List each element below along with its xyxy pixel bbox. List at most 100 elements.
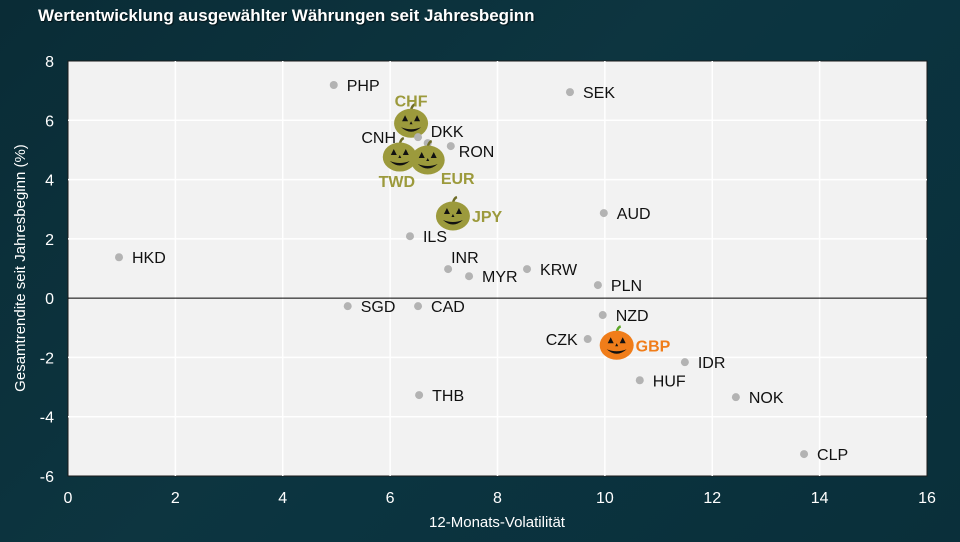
data-point-eur: EUR (410, 139, 475, 188)
data-point-myr: MYR (465, 269, 518, 286)
point-marker (405, 232, 414, 241)
data-point-ron: RON (446, 142, 494, 161)
point-label: CAD (431, 299, 465, 316)
point-marker (593, 281, 602, 290)
data-point-ils: ILS (405, 229, 447, 246)
point-marker (329, 81, 338, 90)
point-marker (343, 302, 352, 311)
point-marker (731, 393, 740, 402)
pumpkin-icon (382, 136, 417, 172)
point-marker (523, 265, 532, 274)
point-marker (800, 450, 809, 459)
point-label: CHF (395, 93, 428, 110)
data-point-nzd: NZD (598, 308, 649, 325)
y-tick-label: 2 (45, 232, 54, 249)
y-tick-label: 6 (45, 113, 54, 130)
data-point-idr: IDR (680, 355, 726, 372)
y-axis-ticks: -6 -4 -2 0 2 4 6 8 (40, 54, 54, 486)
pumpkin-nose (409, 121, 413, 125)
data-point-clp: CLP (800, 447, 848, 464)
pumpkin-nose (426, 158, 430, 162)
y-axis-title: Gesamtrendite seit Jahresbeginn (%) (12, 144, 29, 392)
y-tick-label: -4 (40, 410, 54, 427)
pumpkin-eye (402, 115, 409, 122)
pumpkin-mouth (442, 220, 463, 225)
x-tick-label: 2 (171, 490, 180, 507)
point-marker (565, 88, 574, 97)
point-label: PLN (611, 278, 642, 295)
point-label: HUF (653, 373, 686, 390)
data-point-pln: PLN (593, 278, 642, 295)
point-label: ILS (423, 229, 447, 246)
y-tick-label: 8 (45, 54, 54, 71)
point-label: MYR (482, 269, 518, 286)
x-axis-ticks: 0 2 4 6 8 10 12 14 16 (64, 490, 936, 507)
data-point-gbp: GBP (599, 325, 671, 360)
x-tick-label: 14 (811, 490, 829, 507)
point-label: IDR (698, 355, 726, 372)
data-point-aud: AUD (599, 206, 651, 223)
pumpkin-eye (455, 208, 462, 215)
data-point-twd: TWD (379, 136, 417, 191)
pumpkin-eye (390, 149, 397, 156)
point-label: CNH (361, 130, 396, 147)
data-point-huf: HUF (635, 373, 686, 390)
pumpkin-icon (435, 195, 470, 231)
x-axis-title: 12-Monats-Volatilität (429, 514, 566, 531)
pumpkin-mouth (417, 164, 438, 169)
point-marker (446, 142, 455, 151)
point-marker (414, 302, 423, 311)
point-marker (465, 272, 474, 281)
pumpkin-eye (418, 152, 425, 159)
pumpkin-mouth (606, 349, 627, 354)
point-marker (115, 253, 124, 262)
point-marker (598, 311, 607, 320)
pumpkin-eye (443, 208, 450, 215)
data-point-hkd: HKD (115, 250, 166, 267)
pumpkin-nose (615, 343, 619, 347)
point-label: AUD (617, 206, 651, 223)
pumpkin-eye (619, 337, 626, 344)
point-label: NZD (616, 308, 649, 325)
point-label: NOK (749, 390, 784, 407)
data-point-czk: CZK (546, 332, 592, 349)
point-marker (680, 358, 689, 367)
y-tick-label: 4 (45, 173, 54, 190)
x-tick-label: 8 (493, 490, 502, 507)
chart-title: Wertentwicklung ausgewählter Währungen s… (38, 6, 535, 25)
x-tick-label: 4 (278, 490, 287, 507)
data-point-krw: KRW (523, 262, 578, 279)
point-label: EUR (441, 171, 475, 188)
data-point-cnh: CNH (361, 130, 423, 147)
point-label: TWD (379, 174, 415, 191)
x-tick-label: 16 (918, 490, 936, 507)
point-label: GBP (636, 338, 671, 355)
point-marker (414, 133, 423, 142)
point-marker (599, 209, 608, 218)
x-tick-label: 12 (703, 490, 721, 507)
pumpkin-eye (414, 115, 421, 122)
pumpkin-nose (451, 214, 455, 218)
data-point-nok: NOK (731, 390, 784, 407)
x-tick-label: 10 (596, 490, 614, 507)
data-point-cad: CAD (414, 299, 465, 316)
point-label: INR (451, 250, 479, 267)
point-label: DKK (431, 124, 464, 141)
point-label: THB (432, 388, 464, 405)
point-label: SGD (361, 299, 396, 316)
point-label: JPY (472, 209, 503, 226)
pumpkin-icon (599, 325, 634, 360)
y-tick-label: -2 (40, 350, 54, 367)
pumpkin-mouth (401, 127, 422, 132)
pumpkin-icon (394, 103, 429, 138)
data-point-jpy: JPY (435, 195, 503, 231)
data-point-php: PHP (329, 78, 380, 95)
pumpkin-eye (402, 149, 409, 156)
point-label: PHP (347, 78, 380, 95)
pumpkin-eye (607, 337, 614, 344)
data-point-thb: THB (415, 388, 464, 405)
point-marker (583, 335, 592, 344)
point-marker (415, 391, 424, 400)
